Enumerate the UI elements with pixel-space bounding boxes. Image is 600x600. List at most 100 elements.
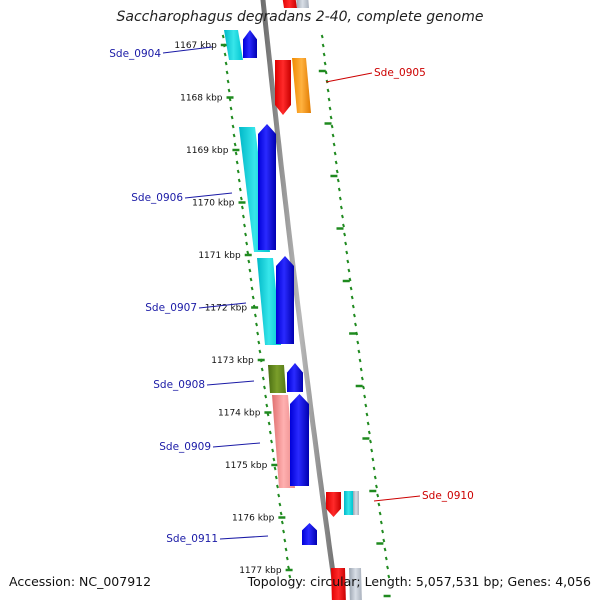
minor-tick	[221, 34, 225, 39]
minor-tick	[233, 142, 237, 147]
minor-tick	[279, 511, 283, 516]
minor-tick	[355, 331, 359, 336]
minor-tick	[249, 277, 253, 282]
gene-arrow[interactable]	[258, 124, 276, 250]
minor-tick	[282, 529, 286, 534]
minor-tick	[332, 142, 336, 147]
minor-tick	[364, 403, 368, 408]
gene-label-sde_0906[interactable]: Sde_0906	[131, 192, 183, 204]
minor-tick	[283, 538, 287, 543]
minor-tick	[250, 286, 254, 291]
minor-tick	[278, 502, 282, 507]
gene-leader-line	[184, 192, 233, 199]
minor-tick	[345, 250, 349, 255]
gene-arrow[interactable]	[302, 523, 317, 545]
minor-tick	[322, 52, 326, 57]
minor-tick	[243, 223, 246, 228]
minor-tick	[232, 133, 236, 138]
gene-block[interactable]	[353, 491, 359, 515]
tick-label: 1172 kbp	[205, 304, 248, 314]
gene-block[interactable]	[282, 0, 297, 8]
kbp-ticks: 1167 kbp 1168 kbp 1169 kbp 1170 kbp 1171 kbp…	[174, 41, 391, 598]
minor-tick	[370, 448, 374, 453]
minor-tick	[334, 160, 338, 165]
gene-block[interactable]	[349, 568, 362, 600]
minor-tick	[285, 556, 289, 561]
minor-tick	[343, 232, 347, 237]
minor-tick	[287, 565, 290, 570]
minor-tick	[237, 178, 241, 183]
minor-tick	[257, 340, 261, 345]
gene-arrow[interactable]	[290, 394, 309, 486]
minor-tick	[336, 178, 340, 183]
gene-leader-line	[198, 302, 247, 309]
accession-text: Accession: NC_007912	[9, 574, 152, 589]
minor-tick	[342, 223, 345, 228]
gene-arrow[interactable]	[287, 363, 303, 392]
minor-tick	[236, 169, 240, 174]
gene-label-sde_0911[interactable]: Sde_0911	[166, 533, 218, 545]
minor-tick	[280, 520, 284, 525]
gene-block[interactable]	[344, 491, 353, 515]
minor-tick	[277, 493, 281, 498]
minor-tick	[327, 97, 331, 102]
gene-features[interactable]	[224, 0, 362, 600]
minor-tick	[383, 547, 387, 552]
gene-block[interactable]	[296, 0, 309, 8]
minor-tick	[338, 196, 342, 201]
minor-tick	[267, 421, 271, 426]
minor-tick	[251, 295, 255, 300]
gene-block[interactable]	[331, 568, 346, 600]
minor-tick	[260, 367, 264, 372]
minor-tick	[367, 430, 371, 435]
minor-tick	[227, 88, 231, 93]
genome-backbone	[260, 0, 340, 600]
minor-tick	[376, 493, 380, 498]
minor-tick	[256, 331, 260, 336]
tick-label: 1176 kbp	[232, 514, 275, 524]
gene-label-sde_0905[interactable]: Sde_0905	[374, 67, 426, 79]
minor-tick	[258, 349, 262, 354]
minor-tick	[346, 259, 350, 264]
minor-tick	[273, 466, 277, 471]
minor-tick	[230, 115, 234, 120]
gene-block[interactable]	[224, 30, 243, 60]
minor-tick	[339, 205, 343, 210]
gene-label-sde_0910[interactable]: Sde_0910	[422, 490, 474, 502]
gene-labels[interactable]: Sde_0904 Sde_0905 Sde_0906 Sde_0907 Sde_0908…	[109, 46, 474, 545]
gene-arrow[interactable]	[276, 256, 294, 344]
gene-block[interactable]	[292, 58, 311, 113]
minor-tick	[224, 61, 228, 66]
gene-leader-line	[206, 380, 255, 386]
minor-tick	[328, 106, 332, 111]
minor-tick	[320, 34, 324, 39]
gene-arrow[interactable]	[243, 30, 257, 58]
minor-tick	[234, 151, 238, 156]
gene-leader-line	[219, 535, 269, 540]
gene-block[interactable]	[257, 258, 281, 345]
gene-block[interactable]	[272, 395, 295, 488]
gene-label-sde_0907[interactable]: Sde_0907	[145, 302, 197, 314]
minor-tick	[356, 340, 360, 345]
minor-tick	[265, 403, 269, 408]
gene-label-sde_0908[interactable]: Sde_0908	[153, 379, 205, 391]
minor-tick	[263, 385, 266, 390]
minor-tick	[344, 241, 348, 246]
gene-block[interactable]	[268, 365, 286, 393]
gene-arrow[interactable]	[275, 60, 291, 115]
minor-tick	[264, 394, 268, 399]
minor-tick	[382, 538, 386, 543]
minor-tick	[231, 124, 235, 129]
gene-label-sde_0909[interactable]: Sde_0909	[159, 441, 211, 453]
tick-label: 1173 kbp	[211, 356, 254, 366]
minor-tick	[244, 232, 248, 237]
minor-tick	[226, 79, 230, 84]
minor-tick	[240, 205, 244, 210]
minor-tick	[330, 124, 334, 129]
gene-arrow[interactable]	[326, 492, 341, 517]
minor-tick	[372, 466, 376, 471]
gene-leader-line	[325, 72, 373, 83]
gene-label-sde_0904[interactable]: Sde_0904	[109, 48, 161, 60]
